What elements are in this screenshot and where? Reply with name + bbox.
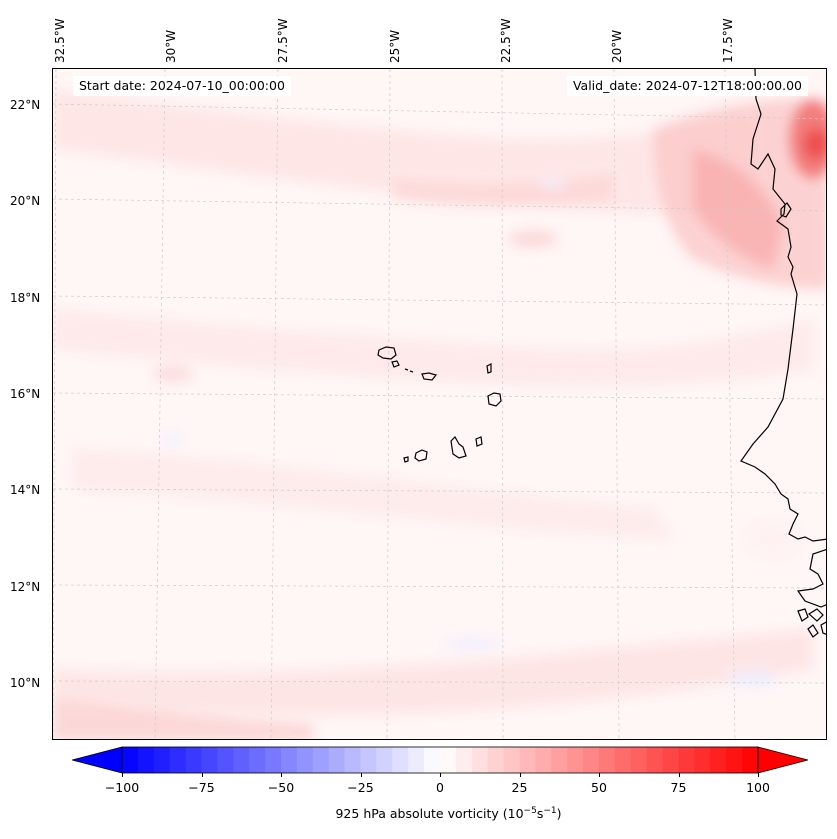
colorbar-cell — [169, 747, 187, 773]
colorbar-cell — [312, 747, 330, 773]
colorbar-cell — [551, 747, 568, 773]
lat-label-14n: 14°N — [10, 483, 41, 497]
colorbar-cell — [503, 747, 520, 773]
colorbar — [72, 746, 808, 774]
colorbar-tick-label: −25 — [347, 780, 374, 795]
colorbar-cell — [487, 747, 505, 773]
colorbar-cell — [392, 747, 409, 773]
lat-label-10n: 10°N — [10, 676, 41, 690]
colorbar-cell — [455, 747, 473, 773]
colorbar-cell — [630, 747, 648, 773]
colorbar-cell — [217, 747, 234, 773]
colorbar-cell — [424, 747, 441, 773]
colorbar-cell — [440, 747, 457, 773]
cape-verde-islands — [377, 346, 502, 463]
map-panel[interactable] — [52, 68, 827, 740]
colorbar-tick-mark — [281, 773, 282, 777]
colorbar-cell — [710, 747, 727, 773]
colorbar-tick-label: 50 — [591, 780, 607, 795]
colorbar-tick-label: −50 — [267, 780, 295, 795]
graticule — [53, 69, 826, 739]
colorbar-tick-mark — [599, 773, 600, 777]
colorbar-cell — [742, 747, 759, 773]
colorbar-cells — [122, 747, 759, 773]
colorbar-cell — [281, 747, 298, 773]
lon-label-25w: 25°W — [388, 29, 402, 63]
colorbar-min-extend — [72, 746, 123, 774]
colorbar-tick-label: 25 — [511, 780, 528, 795]
colorbar-cell — [694, 747, 711, 773]
lat-label-16n: 16°N — [10, 387, 41, 401]
coastal-islands — [780, 202, 826, 638]
colorbar-cell — [614, 747, 632, 773]
colorbar-cell — [249, 747, 266, 773]
lon-label-22-5w: 22.5°W — [499, 18, 513, 63]
colorbar-max-extend — [757, 746, 808, 774]
colorbar-tick-label: 0 — [436, 780, 444, 795]
colorbar-tick-label: −75 — [188, 780, 215, 795]
colorbar-tick-mark — [440, 773, 441, 777]
colorbar-cell — [233, 747, 250, 773]
colorbar-label: 925 hPa absolute vorticity (10−5s−1) — [0, 806, 837, 821]
lat-label-18n: 18°N — [10, 291, 41, 305]
colorbar-cell — [726, 747, 743, 773]
colorbar-cell — [360, 747, 377, 773]
colorbar-tick-label: −100 — [104, 780, 140, 795]
start-date-label: Start date: 2024-07-10_00:00:00 — [73, 76, 291, 96]
colorbar-cell — [583, 747, 600, 773]
valid-date-label: Valid_date: 2024-07-12T18:00:00.00 — [566, 76, 808, 96]
colorbar-cell — [646, 747, 664, 773]
lat-label-22n: 22°N — [10, 98, 41, 112]
colorbar-cell — [185, 747, 202, 773]
lon-label-27-5w: 27.5°W — [276, 18, 290, 63]
colorbar-cell — [567, 747, 584, 773]
colorbar-tick-mark — [122, 773, 123, 777]
lon-label-32-5w: 32.5°W — [53, 18, 67, 63]
colorbar-cell — [296, 747, 314, 773]
colorbar-cell — [344, 747, 361, 773]
colorbar-cell — [328, 747, 346, 773]
colorbar-label-mid: s — [536, 806, 544, 822]
colorbar-cell — [599, 747, 616, 773]
lat-label-20n: 20°N — [10, 194, 41, 208]
colorbar-cell — [265, 747, 282, 773]
colorbar-cell — [519, 747, 536, 773]
colorbar-cell — [408, 747, 425, 773]
colorbar-label-suffix: ) — [556, 806, 562, 822]
west-africa-coastline — [740, 69, 826, 608]
colorbar-cell — [376, 747, 393, 773]
colorbar-tick-mark — [360, 773, 362, 777]
lon-label-17-5w: 17.5°W — [721, 18, 735, 63]
colorbar-cell — [678, 747, 695, 773]
colorbar-cell — [137, 747, 155, 773]
lon-label-20w: 20°W — [610, 29, 624, 63]
colorbar-tick-label: 100 — [746, 780, 770, 795]
colorbar-tick-label: 75 — [670, 780, 687, 795]
lon-label-30w: 30°W — [164, 29, 178, 63]
colorbar-cell — [471, 747, 489, 773]
colorbar-tick-mark — [678, 773, 680, 777]
colorbar-label-prefix: 925 hPa absolute vorticity (10 — [335, 806, 524, 822]
colorbar-tick-mark — [201, 773, 203, 777]
colorbar-cell — [535, 747, 552, 773]
colorbar-label-exp2: −1 — [543, 806, 557, 816]
colorbar-label-exp1: −5 — [523, 806, 537, 816]
colorbar-cell — [201, 747, 218, 773]
vorticity-map — [53, 69, 826, 739]
colorbar-tick-mark — [519, 773, 521, 777]
lat-label-12n: 12°N — [10, 580, 41, 594]
colorbar-cell — [662, 747, 679, 773]
colorbar-cell — [122, 747, 139, 773]
colorbar-tick-mark — [758, 773, 759, 777]
colorbar-cell — [153, 747, 171, 773]
